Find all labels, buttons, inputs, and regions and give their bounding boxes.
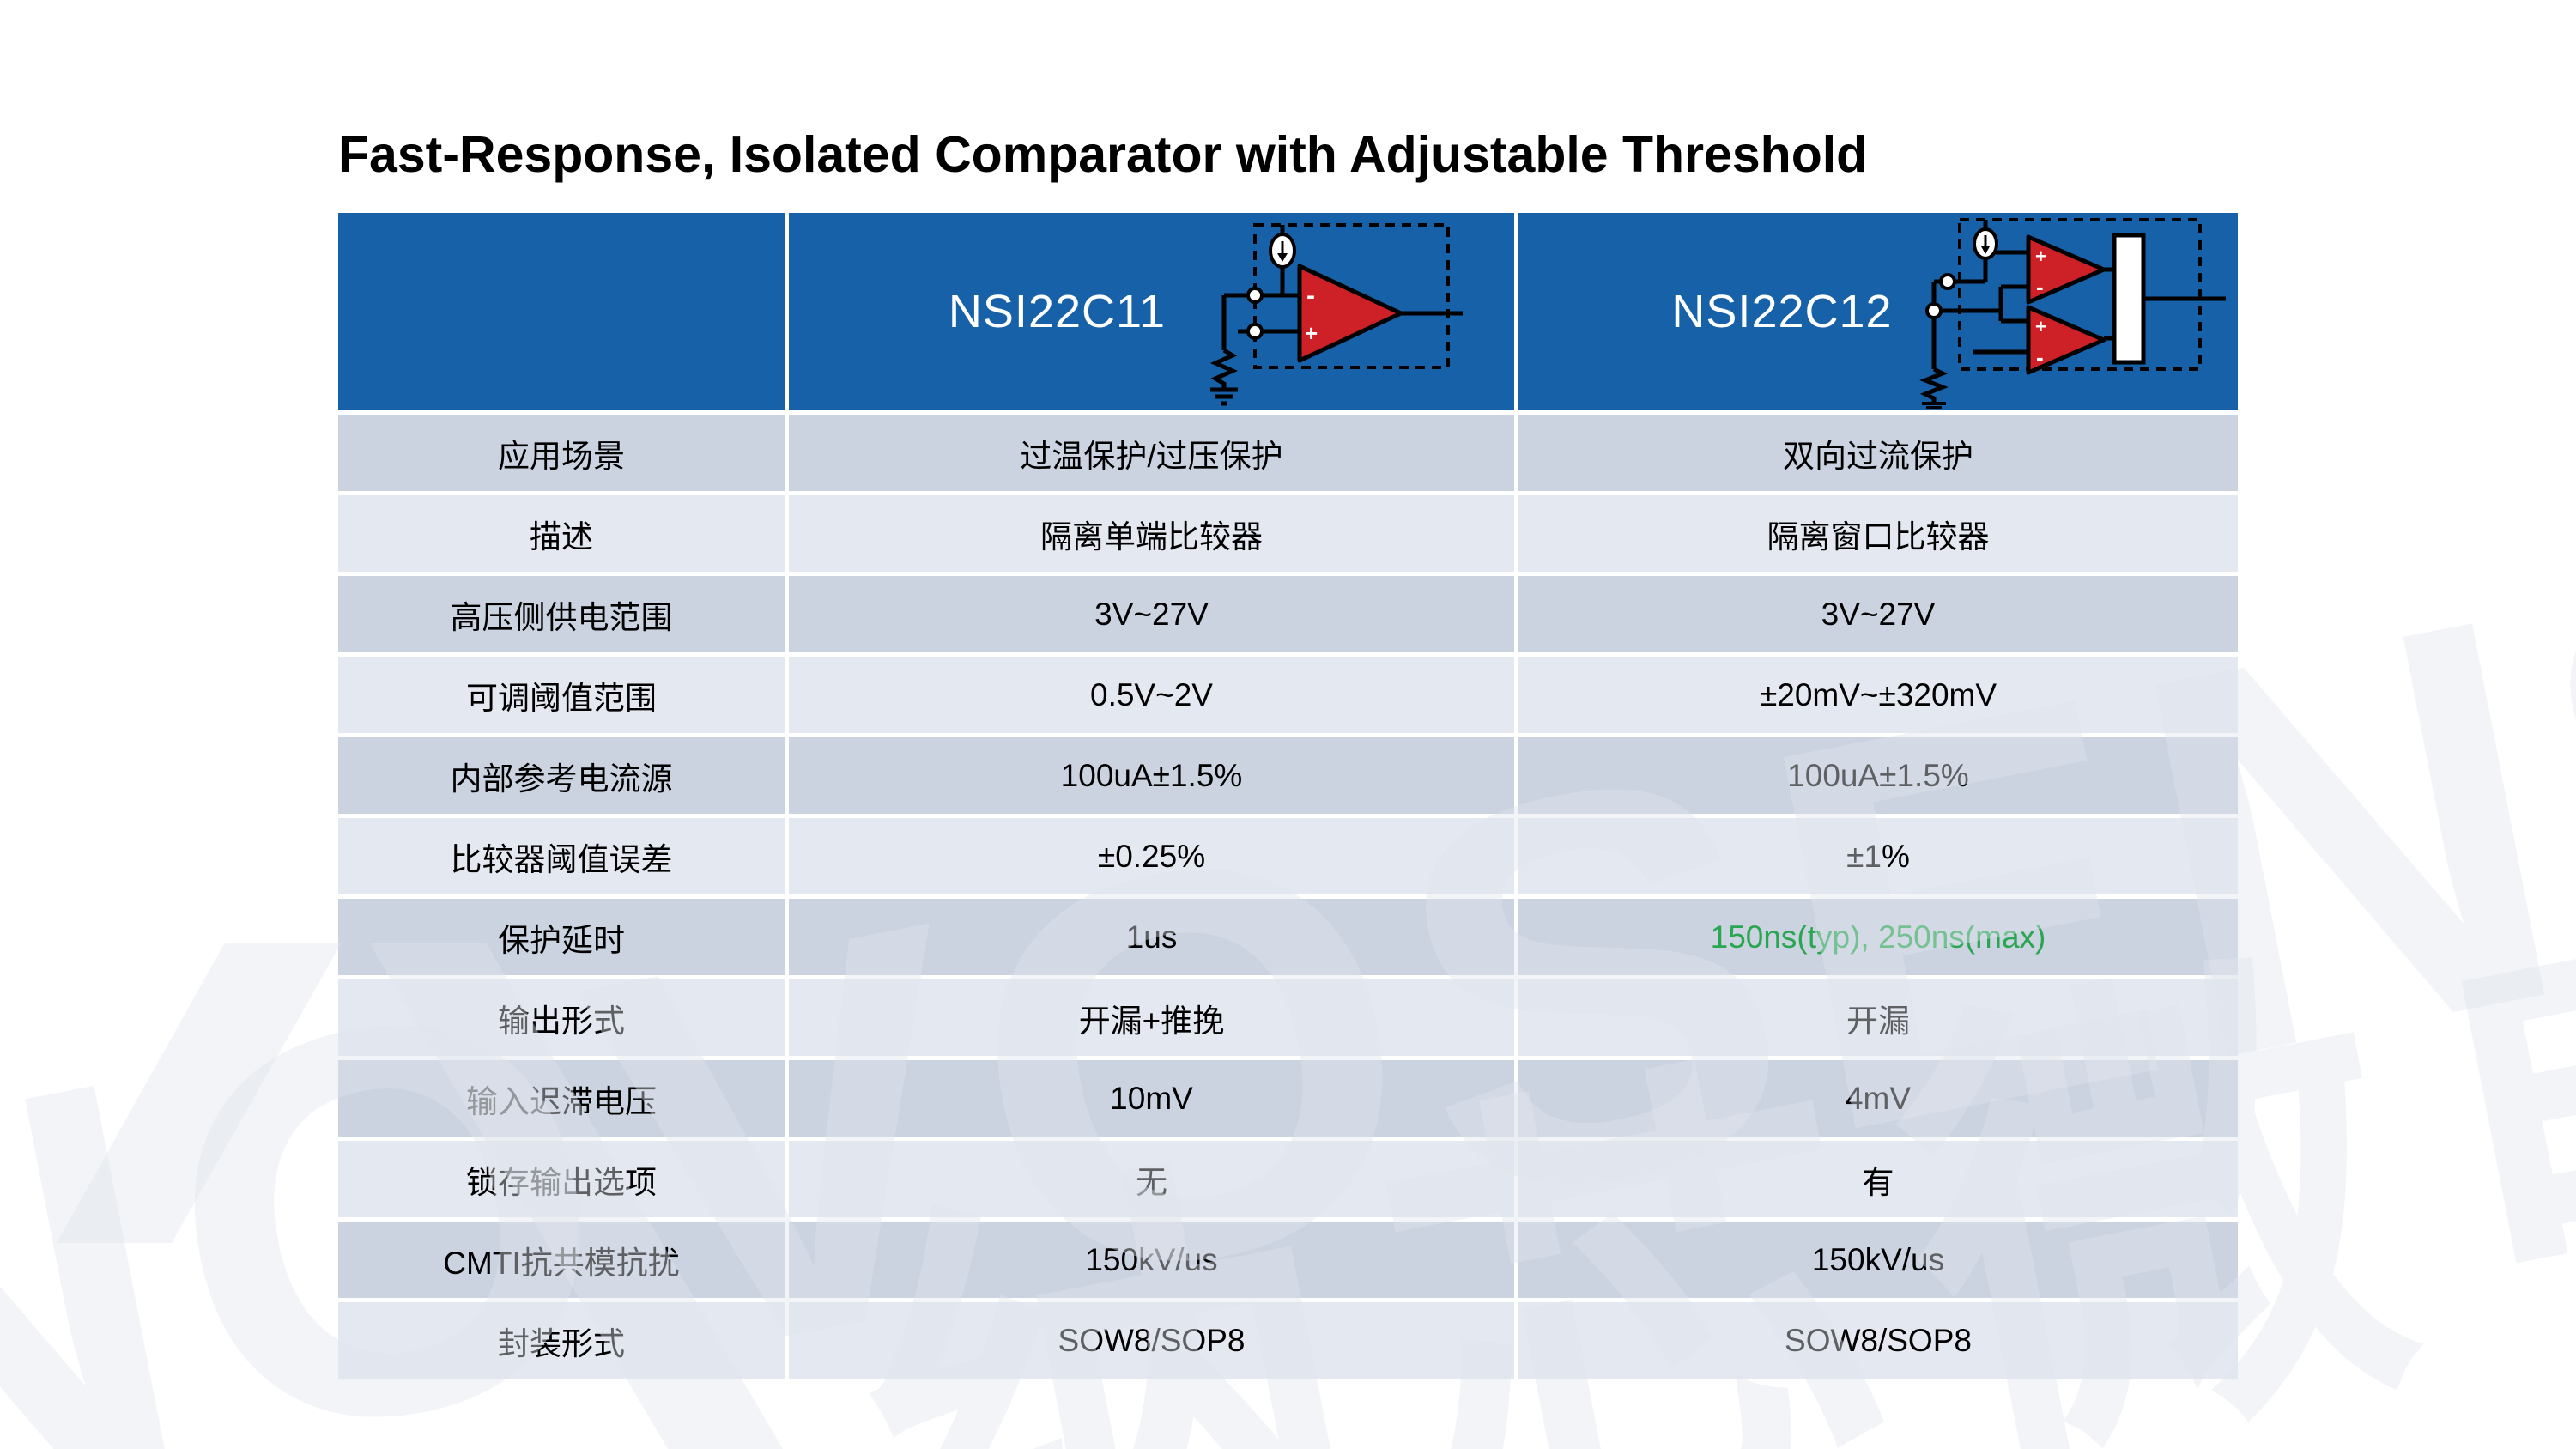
row-label-cell: 比较器阈值误差 <box>338 818 785 894</box>
single-comparator-circuit-icon: - + <box>1209 223 1463 406</box>
c11-value-cell: 150kV/us <box>789 1222 1514 1298</box>
c11-value-cell: 1us <box>789 899 1514 975</box>
svg-text:-: - <box>2036 344 2044 370</box>
row-label-cell: 可调阈值范围 <box>338 657 785 733</box>
comparator-triangle-icon <box>2026 305 2106 375</box>
input-node-icon <box>1246 287 1264 304</box>
isolation-boundary-box <box>1253 223 1450 369</box>
product-header-nsi22c11: NSI22C11 <box>789 213 1514 410</box>
row-label-cell: 输出形式 <box>338 979 785 1056</box>
input-node-icon <box>1246 323 1264 340</box>
resistor-icon <box>1919 367 1949 402</box>
c12-value-cell: SOW8/SOP8 <box>1518 1302 2238 1379</box>
c12-value-cell: 有 <box>1518 1141 2238 1217</box>
product-header-nsi22c12: NSI22C12 <box>1518 213 2238 410</box>
row-label-cell: 描述 <box>338 495 785 572</box>
c11-value-cell: 3V~27V <box>789 576 1514 652</box>
page-title: Fast-Response, Isolated Comparator with … <box>338 126 1868 183</box>
input-node-icon <box>1939 273 1956 290</box>
c12-value-cell: 150kV/us <box>1518 1222 2238 1298</box>
c11-value-cell: 100uA±1.5% <box>789 737 1514 814</box>
row-label-cell: 内部参考电流源 <box>338 737 785 814</box>
comparator-triangle-icon <box>1297 264 1403 363</box>
c11-value-cell: ±0.25% <box>789 818 1514 894</box>
logic-block-icon <box>2112 233 2146 365</box>
c11-value-cell: 隔离单端比较器 <box>789 495 1514 572</box>
c12-value-cell: 150ns(typ), 250ns(max) <box>1518 899 2238 975</box>
window-comparator-circuit-icon: + - + - <box>1919 218 2226 409</box>
svg-text:+: + <box>2035 246 2046 267</box>
c12-value-cell: 4mV <box>1518 1060 2238 1137</box>
c11-value-cell: SOW8/SOP8 <box>789 1302 1514 1379</box>
c12-value-cell: ±20mV~±320mV <box>1518 657 2238 733</box>
svg-text:-: - <box>1306 282 1315 310</box>
c12-value-cell: 隔离窗口比较器 <box>1518 495 2238 572</box>
product-name-nsi22c11: NSI22C11 <box>948 286 1167 337</box>
c12-value-cell: 100uA±1.5% <box>1518 737 2238 814</box>
c11-value-cell: 开漏+推挽 <box>789 979 1514 1056</box>
row-label-cell: 应用场景 <box>338 415 785 491</box>
row-label-cell: 输入迟滞电压 <box>338 1060 785 1137</box>
c12-value-cell: 3V~27V <box>1518 576 2238 652</box>
ground-icon <box>1922 402 1946 409</box>
c11-value-cell: 过温保护/过压保护 <box>789 415 1514 491</box>
c11-value-cell: 10mV <box>789 1060 1514 1137</box>
row-label-cell: 高压侧供电范围 <box>338 576 785 652</box>
current-source-icon <box>1269 233 1296 269</box>
row-label-cell: 锁存输出选项 <box>338 1141 785 1217</box>
comparator-triangle-icon <box>2026 234 2106 305</box>
input-node-icon <box>1925 302 1943 319</box>
c11-value-cell: 0.5V~2V <box>789 657 1514 733</box>
isolation-boundary-box <box>1958 218 2202 371</box>
current-source-icon <box>1973 227 1998 260</box>
c12-value-cell: 双向过流保护 <box>1518 415 2238 491</box>
svg-text:+: + <box>1305 320 1318 346</box>
row-label-cell: 封装形式 <box>338 1302 785 1379</box>
c11-value-cell: 无 <box>789 1141 1514 1217</box>
row-label-cell: CMTI抗共模抗扰 <box>338 1222 785 1298</box>
resistor-icon <box>1209 348 1239 388</box>
c12-value-cell: ±1% <box>1518 818 2238 894</box>
svg-text:-: - <box>2036 274 2044 300</box>
ground-icon <box>1210 387 1238 406</box>
svg-text:+: + <box>2035 316 2046 337</box>
product-name-nsi22c12: NSI22C12 <box>1671 286 1893 337</box>
comparison-table: NSI22C11 <box>338 213 2238 1379</box>
table-corner-cell <box>338 213 785 410</box>
c12-value-cell: 开漏 <box>1518 979 2238 1056</box>
row-label-cell: 保护延时 <box>338 899 785 975</box>
